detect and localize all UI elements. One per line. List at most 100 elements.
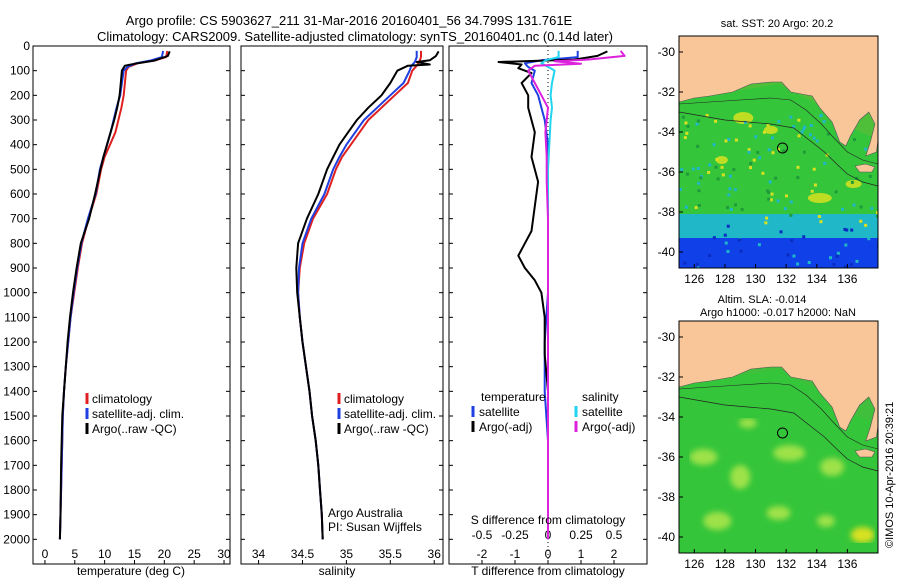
sst-pixel bbox=[819, 114, 823, 118]
legend-label-temp-satellite: satellite bbox=[479, 405, 520, 419]
sst-pixel bbox=[797, 134, 801, 138]
sst-pixel bbox=[859, 205, 863, 209]
sst-pixel bbox=[852, 138, 856, 142]
sst-pixel bbox=[725, 227, 729, 231]
sst-pixel bbox=[695, 262, 699, 266]
argo-float-marker bbox=[776, 142, 788, 154]
sst-pixel bbox=[681, 115, 685, 119]
sst-pixel bbox=[802, 150, 806, 154]
y-tick-label: 1300 bbox=[3, 360, 30, 374]
sst-pixel bbox=[834, 190, 838, 194]
sst-pixel bbox=[783, 207, 787, 211]
sst-pixel bbox=[789, 200, 793, 204]
sst-pixel bbox=[734, 138, 738, 142]
x-axis-label: temperature (deg C) bbox=[77, 564, 185, 578]
salinity-legend: climatology satellite-adj. clim. Argo(..… bbox=[328, 392, 436, 534]
depth-contour bbox=[679, 396, 878, 472]
sla-map-frame bbox=[678, 320, 879, 554]
sst-pixel bbox=[765, 216, 769, 220]
sst-pixel bbox=[726, 249, 730, 253]
sst-pixel bbox=[776, 147, 780, 151]
legend-label-satellite: satellite-adj. clim. bbox=[92, 407, 184, 421]
sst-warm-patch bbox=[807, 193, 832, 203]
sst-pixel bbox=[815, 139, 819, 143]
legend-label-sal-argo: Argo(-adj) bbox=[582, 420, 635, 434]
sst-pixel bbox=[875, 211, 878, 215]
sst-pixel bbox=[855, 176, 859, 180]
sst-pixel bbox=[747, 148, 751, 152]
sst-pixel bbox=[721, 173, 725, 177]
x-tick-label: 20 bbox=[158, 547, 172, 561]
sst-pixel bbox=[802, 127, 806, 131]
sla-map: 126 128 130 132 134 136 -30 -32 -34 -36 -38 -40 bbox=[658, 320, 879, 571]
sst-pixel bbox=[810, 189, 814, 193]
credit-pi: PI: Susan Wijffels bbox=[328, 520, 422, 534]
y-tick-label: 400 bbox=[10, 138, 30, 152]
y-tick-label: 0 bbox=[23, 39, 30, 53]
sst-pixel bbox=[714, 119, 718, 123]
sst-pixel bbox=[843, 265, 847, 268]
y-tick-label: 200 bbox=[10, 88, 30, 102]
sst-pixel bbox=[696, 144, 700, 148]
header-line-1: Argo profile: CS 5903627_211 31-Mar-2016… bbox=[126, 13, 573, 28]
x-tick-label: 30 bbox=[217, 547, 231, 561]
sst-pixel bbox=[679, 187, 683, 191]
sst-pixel bbox=[770, 192, 774, 196]
x-tick-label: 128 bbox=[715, 557, 735, 571]
sst-pixel bbox=[691, 167, 695, 171]
sla-map-subtitle: Argo h1000: -0.017 h2000: NaN bbox=[700, 307, 856, 319]
sst-pixel bbox=[767, 190, 771, 194]
sst-pixel bbox=[716, 177, 720, 181]
sst-pixel bbox=[849, 263, 853, 267]
x-tick-label: 128 bbox=[715, 272, 735, 286]
y-tick-label: 2000 bbox=[3, 532, 30, 546]
y-tick-label: 900 bbox=[10, 261, 30, 275]
y-tick-label: 1400 bbox=[3, 384, 30, 398]
sst-pixel bbox=[728, 187, 732, 191]
sst-pixel bbox=[790, 239, 794, 243]
sst-pixel bbox=[867, 237, 871, 241]
temperature-axes: 0100200300400500600700800900100011001200… bbox=[3, 39, 231, 578]
y-tick-label: 1500 bbox=[3, 409, 30, 423]
sst-pixel bbox=[841, 207, 845, 211]
x-tick-label: 1 bbox=[578, 547, 585, 561]
sst-pixel bbox=[729, 207, 733, 211]
sst-pixel bbox=[812, 167, 816, 171]
sst-pixel bbox=[855, 259, 859, 263]
sst-pixel bbox=[707, 170, 711, 174]
y-tick-label: 600 bbox=[10, 187, 30, 201]
sst-pixel bbox=[752, 158, 756, 162]
sst-pixel bbox=[757, 243, 761, 247]
sst-pixel bbox=[843, 227, 847, 231]
y-tick-label: 1200 bbox=[3, 335, 30, 349]
sst-pixel bbox=[728, 174, 732, 178]
sst-pixel bbox=[796, 176, 800, 180]
y-tick-label: 1100 bbox=[4, 310, 30, 324]
sst-pixel bbox=[684, 121, 688, 125]
sst-pixel bbox=[851, 214, 855, 218]
sst-pixel bbox=[789, 115, 793, 119]
temperature-panel bbox=[32, 45, 231, 565]
sst-pixel bbox=[812, 136, 816, 140]
sst-pixel bbox=[768, 180, 772, 184]
sst-pixel bbox=[686, 172, 690, 176]
salinity-climatology-line bbox=[297, 50, 422, 540]
x-tick-label: 36 bbox=[428, 547, 442, 561]
sst-pixel bbox=[739, 249, 743, 253]
land-kangaroo-island bbox=[854, 163, 876, 173]
sst-pixel bbox=[708, 253, 712, 257]
x-tick-label: 134 bbox=[807, 272, 827, 286]
sla-map-field bbox=[679, 321, 878, 553]
sst-pixel bbox=[733, 188, 737, 192]
sst-pixel bbox=[769, 230, 773, 234]
sst-pixel bbox=[683, 136, 687, 140]
sst-pixel bbox=[714, 165, 718, 169]
land-australia bbox=[679, 36, 878, 157]
sst-pixel bbox=[771, 136, 775, 140]
sst-pixel bbox=[767, 148, 771, 152]
sst-pixel bbox=[766, 123, 770, 127]
depth-contour bbox=[679, 382, 878, 450]
difference-temperature-argo-adj--line bbox=[497, 50, 608, 540]
sst-pixel bbox=[808, 133, 812, 137]
sst-pixel bbox=[792, 125, 796, 129]
